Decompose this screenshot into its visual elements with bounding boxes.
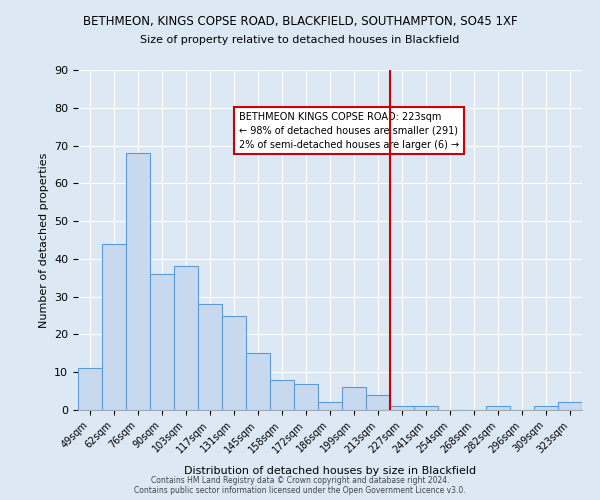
Text: Contains public sector information licensed under the Open Government Licence v3: Contains public sector information licen… [134, 486, 466, 495]
X-axis label: Distribution of detached houses by size in Blackfield: Distribution of detached houses by size … [184, 466, 476, 476]
Bar [78, 368, 102, 410]
Bar [342, 388, 366, 410]
Bar [390, 406, 414, 410]
Bar [414, 406, 438, 410]
Bar [558, 402, 582, 410]
Bar [366, 395, 390, 410]
Bar [246, 354, 270, 410]
Bar [222, 316, 246, 410]
Bar [294, 384, 318, 410]
Bar [318, 402, 342, 410]
Bar [270, 380, 294, 410]
Bar [174, 266, 198, 410]
Text: Contains HM Land Registry data © Crown copyright and database right 2024.: Contains HM Land Registry data © Crown c… [151, 476, 449, 485]
Bar [126, 153, 150, 410]
Bar [150, 274, 174, 410]
Bar [102, 244, 126, 410]
Text: BETHMEON, KINGS COPSE ROAD, BLACKFIELD, SOUTHAMPTON, SO45 1XF: BETHMEON, KINGS COPSE ROAD, BLACKFIELD, … [83, 15, 517, 28]
Bar [198, 304, 222, 410]
Y-axis label: Number of detached properties: Number of detached properties [38, 152, 49, 328]
Bar [534, 406, 558, 410]
Text: BETHMEON KINGS COPSE ROAD: 223sqm
← 98% of detached houses are smaller (291)
2% : BETHMEON KINGS COPSE ROAD: 223sqm ← 98% … [239, 112, 459, 150]
Text: Size of property relative to detached houses in Blackfield: Size of property relative to detached ho… [140, 35, 460, 45]
Bar [486, 406, 510, 410]
